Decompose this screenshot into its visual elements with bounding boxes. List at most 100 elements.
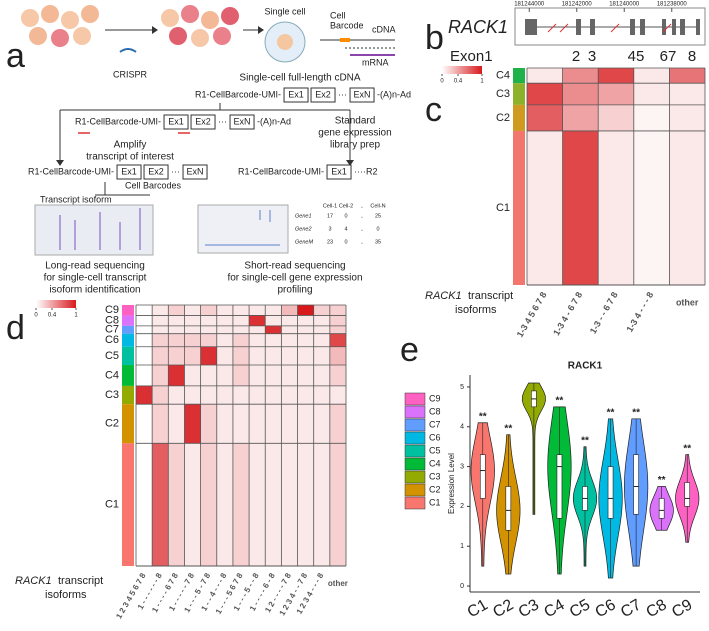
heat-cell (281, 346, 298, 366)
legend-label: C8 (429, 406, 441, 416)
heat-cell (168, 325, 185, 334)
annotation: ** (607, 407, 615, 418)
heat-cell (562, 68, 599, 84)
heat-cell (329, 305, 346, 316)
legend-swatch (404, 444, 426, 458)
x-tick-label: C5 (567, 596, 593, 621)
track-frame (514, 7, 706, 46)
heat-cell (297, 385, 314, 405)
heat-cell (249, 315, 266, 326)
cluster-bar (122, 315, 134, 326)
label: Barcode (330, 20, 364, 30)
construct-text: ··· (218, 116, 227, 126)
cluster-bar (122, 346, 134, 366)
x-tick-label: C6 (592, 596, 618, 621)
box (633, 454, 639, 515)
exon-label: Ex1 (168, 116, 184, 126)
exon-box (163, 114, 189, 130)
heat-cell (216, 346, 233, 366)
heat-cell (136, 333, 153, 347)
heat-cell (216, 365, 233, 386)
heat-cell (669, 104, 705, 131)
cell-illustrations (21, 5, 395, 256)
heat-cell (313, 325, 330, 334)
heat-cell (598, 104, 634, 131)
exon-label: Ex1 (331, 166, 347, 176)
label: cDNA (372, 24, 396, 34)
y-tick-label: 0 (460, 583, 464, 590)
heat-cell (168, 346, 185, 366)
heat-cell (633, 68, 670, 84)
caption: isoform identification (49, 285, 140, 296)
colorbar-label: 0 (34, 313, 38, 319)
table-cell: .. (360, 213, 364, 219)
cluster-label: C1 (105, 499, 119, 511)
legend-label: C2 (429, 484, 441, 494)
exon-block (662, 19, 666, 35)
splice-mark (559, 23, 569, 33)
heat-cell (184, 365, 201, 386)
heat-cell (249, 333, 266, 347)
heat-cell (313, 404, 330, 444)
legend-label: C7 (429, 419, 441, 429)
cluster-label: C3 (496, 88, 510, 100)
heat-cell (184, 325, 201, 334)
heat-cell (281, 325, 298, 334)
annotation: ** (658, 475, 666, 486)
exon-label: 3 (588, 48, 596, 65)
exon-label: Ex2 (315, 89, 331, 99)
legend-label: C1 (429, 497, 441, 507)
label: Single cell (264, 6, 305, 16)
heat-cell (297, 443, 314, 566)
construct-text: ··· (171, 166, 180, 176)
table-cell: Gene1 (295, 213, 312, 219)
heat-cell (297, 315, 314, 326)
caption: profiling (277, 285, 312, 296)
exon-box (116, 164, 142, 180)
splice-mark (662, 23, 672, 33)
label: Cell (330, 10, 346, 20)
caption: RACK1 (425, 290, 462, 302)
x-tick-label: C3 (516, 596, 542, 621)
heat-cell (313, 315, 330, 326)
construct-text: ····R2 (354, 166, 378, 176)
legend-label: C3 (429, 471, 441, 481)
panel-label: a (6, 37, 25, 75)
colorbar (442, 66, 482, 74)
cluster-bar (122, 325, 134, 334)
caption: isoforms (45, 589, 87, 601)
label: gene expression (318, 128, 391, 139)
heat-cell (200, 333, 217, 347)
heat-cell (265, 443, 282, 566)
heat-cell (168, 385, 185, 405)
legend-swatch (404, 470, 426, 484)
exon-box (349, 87, 375, 103)
heat-cell (329, 325, 346, 334)
label: CRISPR (113, 69, 148, 79)
heat-cell (184, 305, 201, 316)
cluster-bar (122, 404, 134, 444)
table-header: .. (360, 203, 364, 209)
label: transcript of interest (86, 152, 174, 163)
box (658, 498, 665, 519)
heat-cell (249, 404, 266, 444)
cluster-bar (122, 365, 134, 386)
heat-cell (136, 346, 153, 366)
exon-label: ExN (354, 89, 371, 99)
heat-cell (265, 346, 282, 366)
table-cell: 25 (375, 213, 381, 219)
heat-cell (281, 385, 298, 405)
heat-cell (249, 365, 266, 386)
heat-cell (168, 443, 185, 566)
colorbar-label: 0 (440, 79, 444, 85)
table-header: Cell-1 (323, 203, 337, 209)
heat-cell (232, 346, 250, 366)
cluster-bar (513, 83, 525, 105)
heat-cell (329, 443, 346, 566)
y-tick-label: 5 (460, 384, 464, 391)
heat-cell (152, 325, 169, 334)
heat-cell (152, 333, 169, 347)
heat-cell (152, 443, 169, 566)
heat-cell (216, 404, 233, 444)
